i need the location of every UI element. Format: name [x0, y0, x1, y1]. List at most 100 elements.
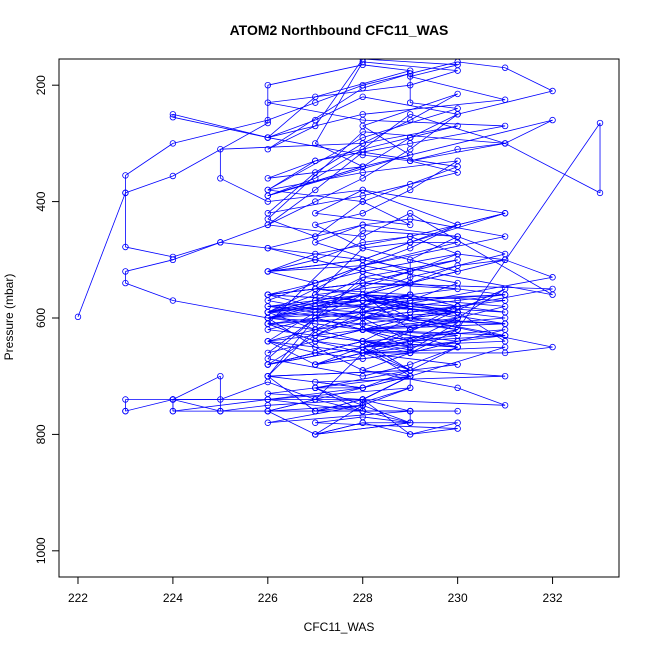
series-line-segment: [267, 369, 411, 377]
data-point: [359, 239, 366, 246]
data-point: [406, 146, 414, 153]
series-line-segment: [172, 116, 268, 138]
series-line-segment: [315, 96, 363, 121]
data-point: [264, 119, 272, 127]
data-point: [312, 256, 319, 263]
data-point: [406, 157, 414, 165]
data-point: [359, 268, 366, 275]
series-line-segment: [410, 311, 458, 319]
series-line-segment: [220, 177, 268, 202]
series-line-segment: [362, 317, 411, 325]
series-line-segment: [267, 323, 316, 331]
series-line-segment: [315, 416, 363, 424]
data-point: [454, 361, 461, 368]
series-line-segment: [410, 340, 458, 348]
series-line-segment: [315, 151, 363, 191]
series-line-segment: [267, 166, 363, 179]
series-line-segment: [362, 160, 458, 173]
series-line-segment: [362, 154, 411, 162]
data-point: [454, 67, 461, 74]
data-point: [501, 140, 509, 147]
data-point: [359, 175, 366, 182]
series-line-segment: [362, 399, 506, 406]
series-line-segment: [267, 224, 363, 237]
series-line-segment: [267, 125, 316, 150]
series-line-segment: [410, 113, 458, 138]
series-line-segment: [267, 352, 316, 365]
data-point: [264, 338, 272, 345]
chart-title: ATOM2 Northbound CFC11_WAS: [230, 22, 449, 38]
data-point: [549, 285, 556, 293]
series-line-segment: [410, 346, 458, 371]
data-point: [359, 128, 366, 135]
series-line-segment: [362, 241, 411, 249]
data-point: [217, 146, 224, 153]
series-line-segment: [362, 148, 411, 179]
series-line-segment: [267, 329, 363, 342]
series-line-segment: [410, 125, 506, 144]
series-line-segment: [267, 189, 363, 202]
data-point: [454, 111, 461, 118]
data-point: [312, 140, 319, 147]
series-line-segment: [267, 119, 316, 138]
series-line-segment: [362, 329, 411, 342]
series-line-segment: [362, 375, 411, 389]
series-line-segment: [362, 61, 458, 72]
series-line-segment: [410, 288, 458, 296]
series-line-segment: [410, 329, 458, 342]
series-line-segment: [172, 399, 268, 412]
series-line-segment: [125, 399, 173, 412]
series-line-segment: [267, 96, 316, 138]
series-line-segment: [362, 64, 411, 72]
series-line-segment: [172, 113, 268, 138]
data-point: [312, 407, 319, 415]
series-line-segment: [362, 93, 458, 127]
series-line-segment: [315, 189, 363, 214]
series-line-segment: [362, 294, 506, 307]
data-point: [454, 146, 461, 153]
data-point: [312, 198, 319, 205]
data-point: [169, 172, 177, 180]
series-line-segment: [267, 387, 363, 400]
data-point: [264, 396, 272, 403]
series-line-segment: [267, 247, 363, 261]
series-line-segment: [409, 113, 458, 150]
series-line-segment: [410, 102, 458, 109]
series-line-segment: [457, 305, 506, 319]
data-point: [122, 407, 129, 415]
series-line-segment: [315, 259, 363, 272]
series-line-segment: [409, 93, 458, 121]
series-line-segment: [267, 265, 363, 272]
series-line-segment: [457, 259, 506, 267]
data-point: [359, 413, 366, 421]
data-point: [406, 367, 414, 374]
series-line-segment: [362, 352, 411, 360]
x-tick-label: 226: [258, 591, 278, 605]
data-point: [264, 134, 272, 141]
data-point: [122, 243, 129, 251]
data-point: [217, 373, 224, 380]
data-point: [549, 274, 556, 281]
series-line-segment: [172, 300, 268, 319]
series-line-segment: [315, 352, 363, 365]
series-line-segment: [267, 329, 316, 377]
series-line-segment: [267, 387, 411, 400]
series-line-segment: [267, 300, 316, 307]
series-line-segment: [125, 282, 174, 301]
data-point: [264, 186, 272, 194]
series-line-segment: [362, 276, 506, 296]
data-point: [359, 210, 366, 217]
series-line-segment: [172, 241, 221, 258]
series-line-segment: [362, 305, 411, 319]
series-line-segment: [267, 201, 316, 226]
series-line-segment: [410, 346, 458, 365]
series-line-segment: [457, 61, 506, 69]
series-line-segment: [362, 189, 411, 214]
series-line-segment: [362, 329, 506, 336]
series-line-segment: [267, 236, 316, 249]
data-point: [264, 373, 272, 380]
series-line-segment: [410, 259, 458, 272]
data-point: [169, 253, 177, 261]
data-point: [359, 81, 366, 89]
data-point: [264, 407, 272, 415]
